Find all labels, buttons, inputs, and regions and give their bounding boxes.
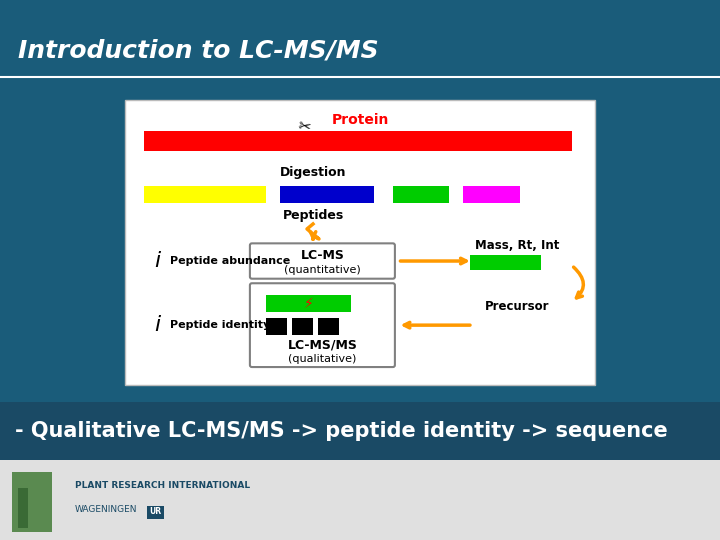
Text: $\mathit{i}$: $\mathit{i}$ [154, 251, 162, 271]
Text: PLANT RESEARCH INTERNATIONAL: PLANT RESEARCH INTERNATIONAL [75, 481, 250, 489]
Bar [393, 186, 449, 202]
Text: Introduction to LC-MS/MS: Introduction to LC-MS/MS [18, 38, 379, 62]
FancyBboxPatch shape [250, 284, 395, 367]
Bar [0, 402, 720, 460]
Text: LC-MS/MS: LC-MS/MS [287, 339, 357, 352]
Text: - Qualitative LC-MS/MS -> peptide identity -> sequence: - Qualitative LC-MS/MS -> peptide identi… [15, 421, 667, 441]
Text: (qualitative): (qualitative) [288, 354, 356, 364]
FancyBboxPatch shape [250, 244, 395, 279]
Bar [144, 131, 572, 151]
Text: Protein: Protein [331, 113, 389, 127]
Text: $\mathit{i}$: $\mathit{i}$ [154, 315, 162, 335]
Bar [464, 186, 520, 202]
Text: Peptide abundance: Peptide abundance [170, 256, 290, 266]
Text: Peptides: Peptides [282, 209, 343, 222]
Bar [266, 318, 287, 335]
Bar [147, 506, 164, 519]
Text: (quantitative): (quantitative) [284, 265, 361, 274]
Bar [318, 318, 339, 335]
Text: WAGENINGEN: WAGENINGEN [75, 505, 138, 515]
Text: Precursor: Precursor [485, 300, 549, 313]
Text: UR: UR [149, 508, 161, 516]
Bar [18, 488, 28, 528]
Text: Peptide identity: Peptide identity [170, 320, 270, 330]
Bar [292, 318, 313, 335]
Bar [470, 255, 541, 269]
Text: LC-MS: LC-MS [300, 249, 344, 262]
Bar [0, 460, 720, 540]
Text: Mass, Rt, Int: Mass, Rt, Int [475, 239, 559, 252]
Text: Digestion: Digestion [280, 166, 346, 179]
Bar [125, 100, 595, 385]
Text: ⚡: ⚡ [303, 297, 313, 311]
Bar [266, 295, 351, 312]
Bar [12, 472, 52, 532]
Text: ✂: ✂ [296, 119, 311, 136]
Bar [280, 186, 374, 202]
Bar [144, 186, 266, 202]
